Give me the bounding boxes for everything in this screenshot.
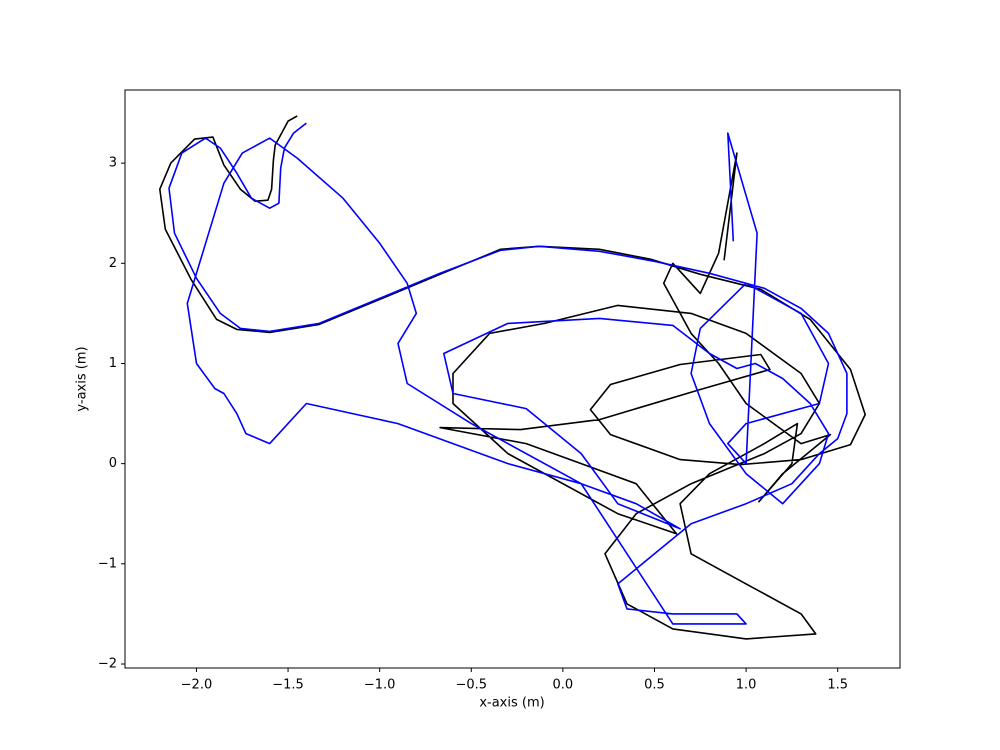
trajectory-line	[159, 115, 866, 640]
x-tick-label: 1.5	[827, 678, 848, 693]
x-tick-label: 0.0	[553, 678, 574, 693]
x-tick-label: 0.5	[644, 678, 665, 693]
x-tick-label: −1.0	[364, 678, 396, 693]
y-tick-label: −1	[98, 556, 117, 571]
x-tick-label: −2.0	[181, 678, 213, 693]
x-tick-label: −1.5	[272, 678, 304, 693]
y-tick-label: 1	[109, 356, 117, 371]
plot-frame	[124, 89, 901, 669]
y-tick-label: 0	[109, 456, 117, 471]
x-tick-label: 1.0	[736, 678, 757, 693]
y-tick-label: 2	[109, 256, 117, 271]
y-tick-label: 3	[109, 156, 117, 171]
x-axis-label: x-axis (m)	[479, 696, 544, 711]
x-tick-label: −0.5	[455, 678, 487, 693]
y-tick-label: −2	[98, 656, 117, 671]
y-axis-label: y-axis (m)	[75, 346, 90, 411]
trajectory-line	[168, 122, 848, 625]
